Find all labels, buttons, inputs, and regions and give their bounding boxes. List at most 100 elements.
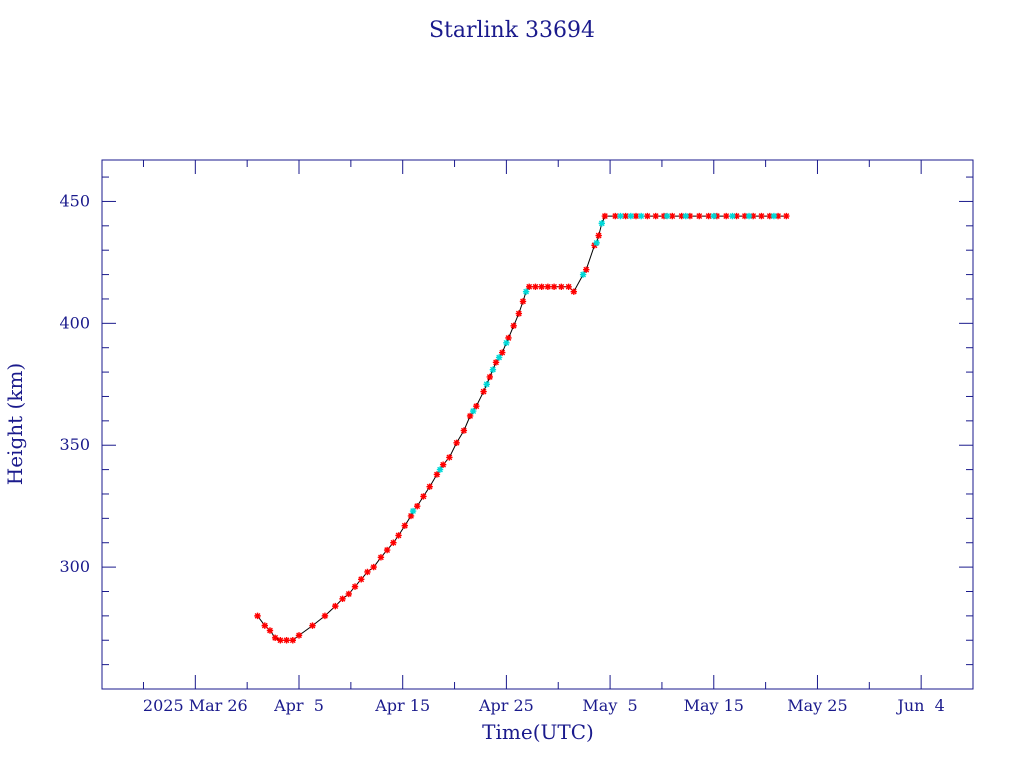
data-point-primary	[370, 563, 377, 571]
data-point-primary	[510, 322, 517, 329]
data-point-primary	[309, 622, 316, 629]
data-point-primary	[733, 212, 740, 220]
data-point-primary	[277, 637, 284, 644]
x-tick-label: May 25	[787, 696, 847, 715]
data-point-primary	[283, 637, 290, 644]
data-point-secondary	[593, 239, 600, 247]
data-point-primary	[705, 212, 712, 220]
data-point-primary	[558, 283, 565, 290]
chart-title: Starlink 33694	[429, 18, 595, 43]
data-point-primary	[466, 412, 474, 420]
plot-frame	[101, 159, 974, 690]
x-tick-label: Jun 4	[895, 696, 944, 715]
data-point-primary	[377, 554, 385, 561]
x-tick-label: Apr 15	[374, 696, 430, 715]
data-point-primary	[749, 212, 757, 220]
data-point-primary	[601, 212, 609, 220]
data-point-primary	[669, 212, 676, 220]
data-point-secondary	[503, 339, 510, 347]
data-point-primary	[696, 212, 703, 220]
axis-tick-labels: 300 350 400 450 2025 Mar 26 Apr 5 Apr 15 Apr 25…	[59, 191, 944, 715]
y-axis-label: Height (km)	[3, 363, 27, 485]
data-point-secondary	[637, 212, 645, 220]
data-point-primary	[486, 373, 494, 381]
data-point-secondary	[598, 220, 605, 227]
data-point-secondary	[617, 212, 624, 220]
data-point-primary	[723, 212, 730, 220]
data-point-primary	[526, 283, 533, 290]
data-point-primary	[407, 512, 415, 520]
data-point-primary	[686, 212, 694, 220]
data-point-primary	[595, 232, 602, 239]
y-tick-label: 450	[59, 191, 90, 210]
data-point-primary	[550, 283, 558, 290]
x-tick-label: May 15	[684, 696, 744, 715]
data-point-secondary	[436, 466, 444, 473]
data-point-primary	[453, 439, 460, 446]
data-point-primary	[538, 283, 545, 290]
data-point-secondary	[627, 212, 635, 220]
data-point-primary	[632, 212, 640, 220]
x-tick-label: 2025 Mar 26	[143, 696, 248, 715]
data-point-secondary	[495, 354, 503, 361]
data-point-primary	[515, 310, 523, 317]
y-tick-label: 400	[59, 313, 90, 332]
data-point-primary	[505, 334, 512, 342]
data-point-primary	[433, 471, 441, 478]
data-point-secondary	[522, 288, 530, 295]
data-point-primary	[351, 583, 359, 590]
data-point-primary	[583, 266, 590, 273]
x-tick-label: Apr 25	[478, 696, 534, 715]
data-point-primary	[426, 483, 433, 490]
data-point-primary	[612, 212, 619, 220]
data-point-secondary	[409, 507, 417, 515]
data-point-primary	[499, 349, 506, 356]
data-point-primary	[446, 454, 453, 461]
data-point-primary	[532, 283, 539, 290]
data-point-primary	[390, 539, 397, 546]
data-point-secondary	[579, 271, 587, 278]
data-point-primary	[622, 212, 629, 220]
data-point-secondary	[745, 212, 753, 220]
x-tick-label: Apr 5	[273, 696, 324, 715]
data-point-primary	[364, 568, 371, 576]
data-point-secondary	[489, 366, 497, 373]
data-point-primary	[261, 622, 268, 629]
data-point-primary	[395, 532, 402, 539]
axis-ticks	[102, 160, 974, 689]
data-point-primary	[480, 388, 487, 395]
data-point-primary	[544, 283, 552, 290]
data-point-primary	[358, 576, 365, 583]
data-point-primary	[254, 612, 261, 620]
y-tick-label: 350	[59, 435, 90, 454]
data-point-secondary	[682, 212, 689, 220]
data-point-primary	[519, 298, 527, 305]
x-tick-label: May 5	[582, 696, 637, 715]
data-point-primary	[339, 595, 346, 603]
y-tick-label: 300	[59, 557, 90, 576]
data-point-primary	[766, 212, 773, 220]
data-point-primary	[570, 288, 577, 295]
data-point-primary	[401, 522, 408, 529]
data-point-primary	[741, 212, 749, 220]
data-point-primary	[295, 632, 303, 639]
data-point-primary	[383, 546, 391, 554]
data-point-primary	[652, 212, 659, 220]
data-point-primary	[332, 602, 339, 610]
data-point-primary	[345, 590, 352, 598]
data-point-primary	[289, 637, 296, 644]
data-point-primary	[774, 212, 782, 220]
data-point-secondary	[710, 212, 717, 220]
data-point-primary	[678, 212, 685, 220]
data-point-primary	[414, 502, 421, 510]
data-point-primary	[473, 403, 480, 410]
data-point-primary	[420, 493, 427, 500]
data-point-primary	[783, 212, 790, 220]
data-markers	[254, 212, 790, 644]
data-point-primary	[492, 359, 500, 366]
data-point-primary	[758, 212, 765, 220]
data-point-primary	[565, 283, 572, 290]
data-point-primary	[460, 427, 468, 434]
data-point-primary	[439, 461, 447, 468]
